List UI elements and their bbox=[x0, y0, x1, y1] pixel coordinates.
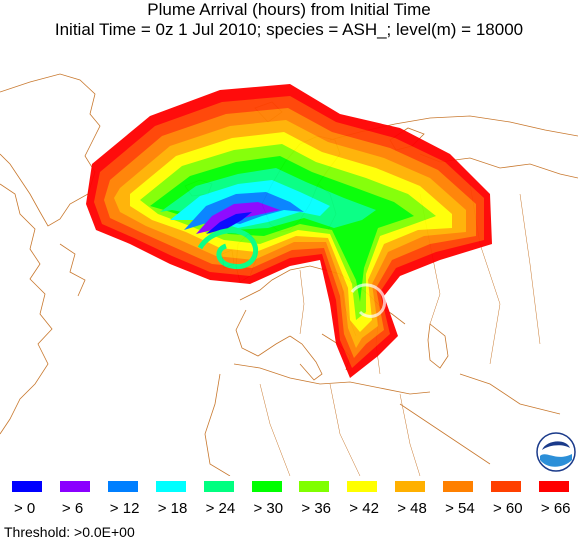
legend-label: > 36 bbox=[301, 500, 332, 517]
legend-swatch bbox=[251, 481, 282, 492]
legend-label: > 48 bbox=[397, 500, 427, 517]
legend-label: > 30 bbox=[253, 500, 284, 517]
noaa-logo-text: noaa bbox=[547, 446, 566, 455]
threshold-label: Threshold: >0.0E+00 bbox=[4, 524, 135, 540]
legend-swatch bbox=[347, 481, 378, 492]
map-title: Plume Arrival (hours) from Initial Time bbox=[147, 0, 431, 19]
legend-label: > 54 bbox=[445, 500, 475, 517]
legend-label: > 0 bbox=[14, 500, 36, 517]
plume-contours bbox=[86, 84, 492, 378]
legend-label: > 6 bbox=[61, 500, 84, 517]
legend-swatch bbox=[299, 481, 330, 492]
legend-label: > 12 bbox=[109, 500, 140, 517]
legend-swatch bbox=[443, 481, 474, 492]
legend-swatch bbox=[155, 481, 186, 492]
legend-swatch bbox=[59, 481, 90, 492]
legend-swatch bbox=[12, 481, 42, 492]
legend-swatch bbox=[491, 481, 521, 492]
legend-swatch bbox=[538, 481, 569, 492]
plume-map bbox=[0, 73, 578, 476]
legend-label: > 18 bbox=[157, 500, 188, 517]
legend-label: > 24 bbox=[205, 500, 236, 517]
noaa-logo-icon: noaa bbox=[536, 432, 576, 472]
legend-swatch bbox=[395, 481, 426, 492]
legend-label: > 66 bbox=[540, 500, 571, 517]
legend-swatch bbox=[107, 481, 138, 492]
legend-label: > 42 bbox=[349, 500, 379, 517]
map-subtitle: Initial Time = 0z 1 Jul 2010; species = … bbox=[54, 20, 524, 39]
legend-label: > 60 bbox=[493, 500, 523, 517]
legend-swatch bbox=[203, 481, 234, 492]
